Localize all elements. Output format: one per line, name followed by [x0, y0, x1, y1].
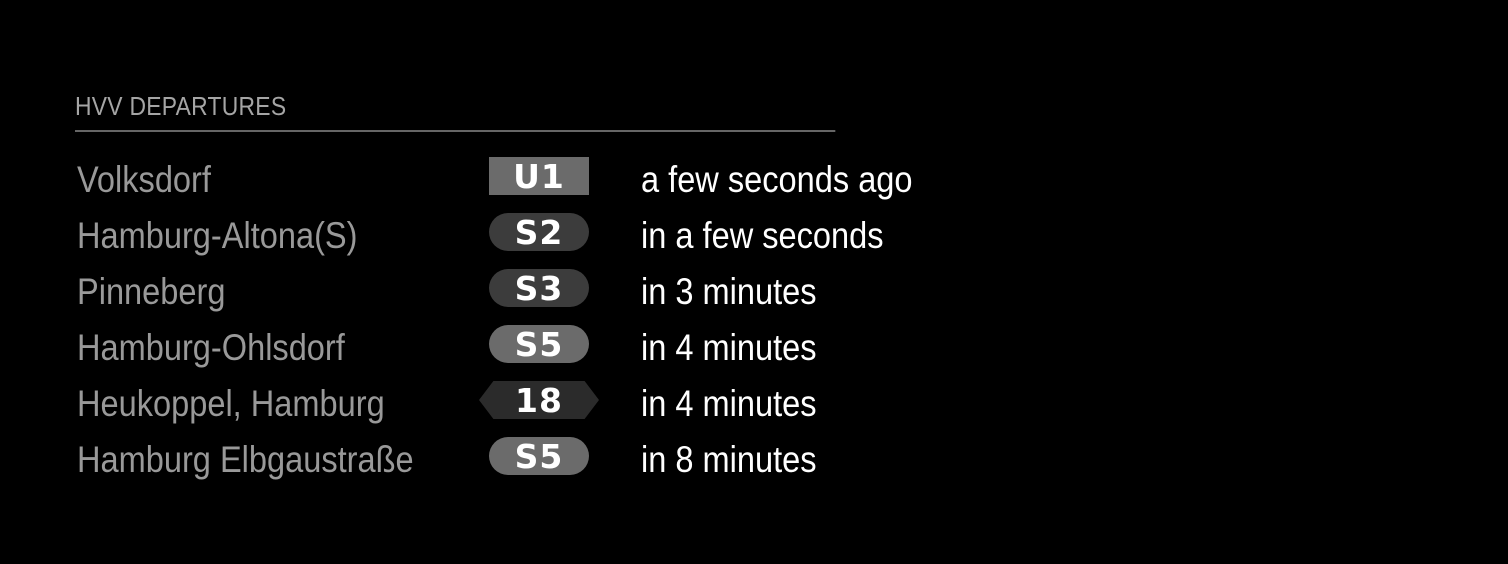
departure-time: in 8 minutes	[641, 439, 817, 480]
departure-row: Volksdorf U1 a few seconds ago	[75, 154, 939, 210]
line-badge: S2	[489, 213, 589, 252]
departures-list: Volksdorf U1 a few seconds ago Hamburg-A…	[75, 154, 939, 490]
departure-time: in 4 minutes	[641, 383, 817, 424]
departure-row: Hamburg Elbgaustraße S5 in 8 minutes	[75, 434, 939, 490]
hvv-departures-module: HVV DEPARTURES Volksdorf U1 a few second…	[75, 90, 939, 490]
departure-time: in 3 minutes	[641, 271, 817, 312]
module-header: HVV DEPARTURES	[75, 90, 836, 132]
departure-row: Heukoppel, Hamburg 18 in 4 minutes	[75, 378, 939, 434]
departure-row: Pinneberg S3 in 3 minutes	[75, 266, 939, 322]
departure-time: in 4 minutes	[641, 327, 817, 368]
station-name: Heukoppel, Hamburg	[77, 383, 385, 424]
station-name: Volksdorf	[77, 159, 211, 200]
departure-row: Hamburg-Ohlsdorf S5 in 4 minutes	[75, 322, 939, 378]
departure-time: in a few seconds	[641, 215, 884, 256]
station-name: Hamburg-Ohlsdorf	[77, 327, 345, 368]
station-name: Hamburg-Altona(S)	[77, 215, 358, 256]
line-badge: S5	[489, 437, 589, 476]
line-badge: S5	[489, 325, 589, 364]
departure-time: a few seconds ago	[641, 159, 913, 200]
line-badge: 18	[479, 381, 599, 419]
station-name: Hamburg Elbgaustraße	[77, 439, 414, 480]
station-name: Pinneberg	[77, 271, 226, 312]
departure-row: Hamburg-Altona(S) S2 in a few seconds	[75, 210, 939, 266]
line-badge: S3	[489, 269, 589, 308]
line-badge: U1	[489, 157, 589, 196]
